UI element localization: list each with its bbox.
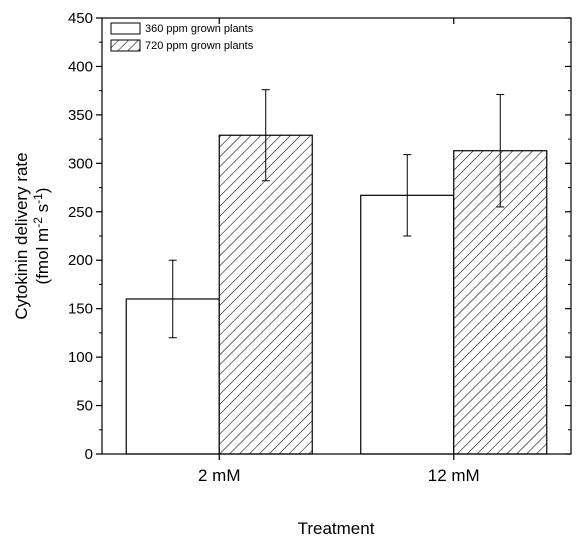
bars-group — [125, 134, 548, 455]
legend: 360 ppm grown plants 720 ppm grown plant… — [110, 22, 254, 52]
y-unit-sup1: -2 — [31, 217, 45, 228]
y-tick-label: 50 — [76, 398, 93, 415]
y-axis-title-line2: (fmol m-2 s-1) — [31, 188, 52, 285]
y-tick-label: 350 — [68, 107, 93, 124]
y-tick-label: 450 — [68, 10, 93, 27]
error-bars-group — [168, 89, 505, 339]
y-axis-title-line1: Cytokinin delivery rate — [12, 152, 31, 319]
y-unit-suffix: ) — [33, 188, 52, 194]
y-axis: 0 50 100 150 200 250 300 350 400 450 — [68, 10, 571, 463]
x-tick-label: 2 mM — [198, 466, 241, 485]
y-tick-label: 150 — [68, 301, 93, 318]
y-tick-label: 300 — [68, 155, 93, 172]
bar-720ppm-2mM — [218, 134, 313, 455]
legend-label-720: 720 ppm grown plants — [145, 40, 254, 52]
y-unit-mid: s — [33, 204, 52, 217]
y-unit-prefix: (fmol m — [33, 228, 52, 285]
legend-swatch-720 — [110, 39, 141, 52]
legend-label-360: 360 ppm grown plants — [145, 23, 254, 35]
legend-swatch-360 — [110, 22, 141, 35]
y-axis-title: Cytokinin delivery rate (fmol m-2 s-1) — [12, 152, 52, 319]
x-tick-label: 12 mM — [428, 466, 480, 485]
y-unit-sup2: -1 — [31, 193, 45, 204]
x-axis-title: Treatment — [298, 519, 375, 538]
x-axis: 2 mM 12 mM — [198, 18, 480, 485]
bar-360ppm-12mM — [360, 194, 455, 455]
y-tick-label: 250 — [68, 204, 93, 221]
y-tick-label: 200 — [68, 252, 93, 269]
y-tick-label: 400 — [68, 58, 93, 75]
y-tick-label: 0 — [85, 446, 93, 463]
y-tick-label: 100 — [68, 349, 93, 366]
